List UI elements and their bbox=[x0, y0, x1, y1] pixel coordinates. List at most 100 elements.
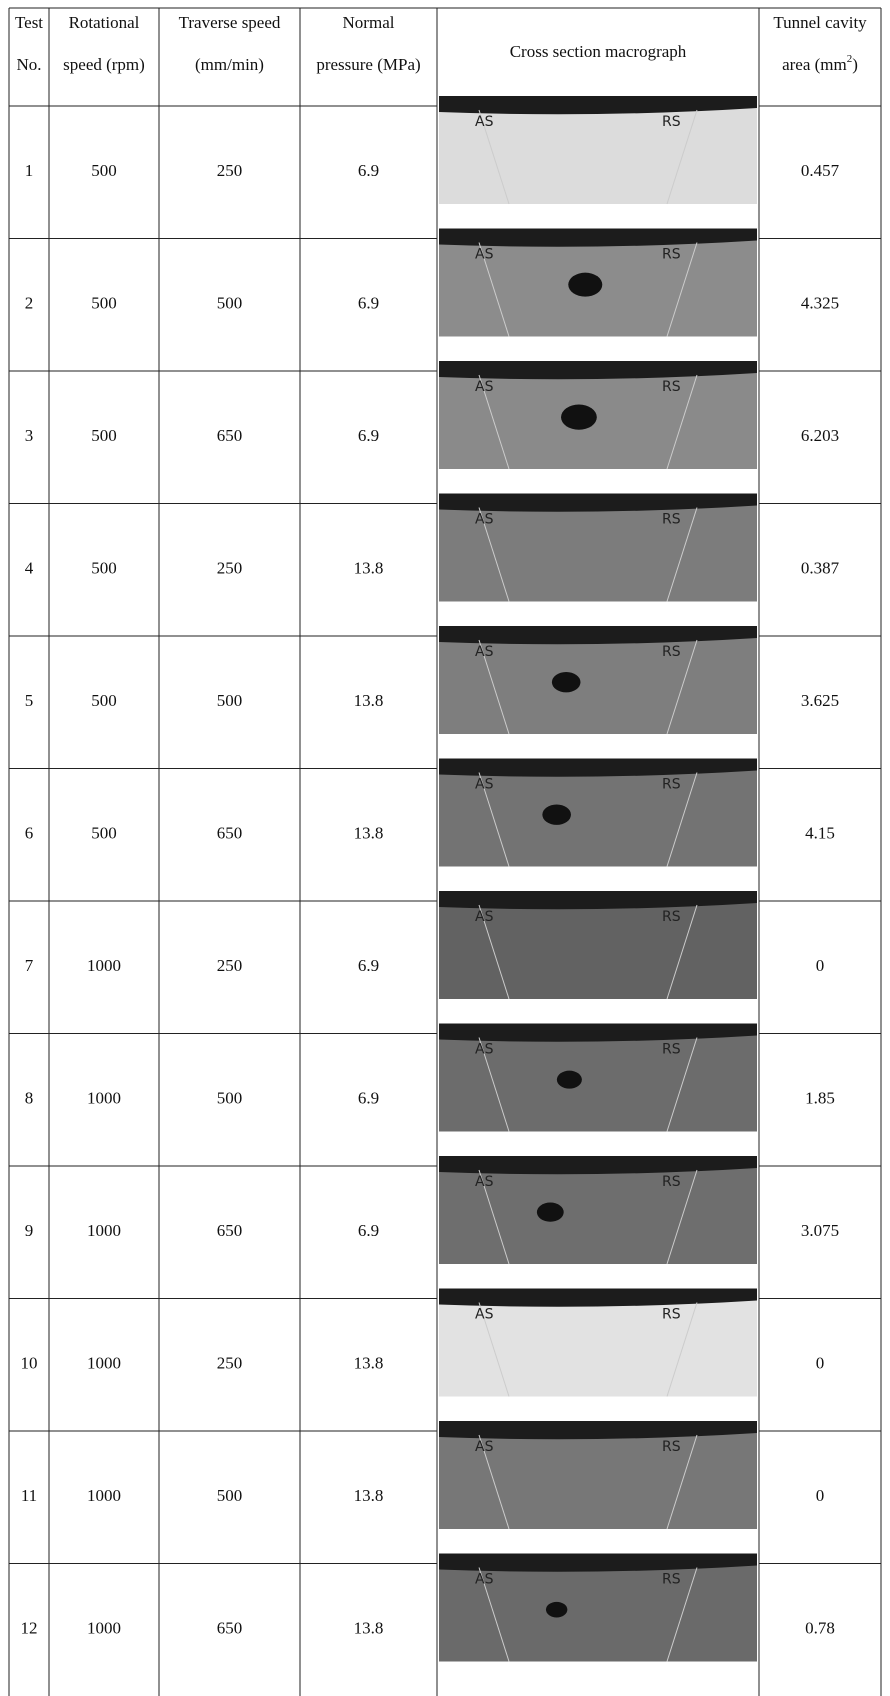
header-line: Tunnel cavity bbox=[773, 13, 867, 32]
macrograph: ASRS bbox=[439, 361, 757, 469]
cavity bbox=[557, 1071, 582, 1089]
header-text: Normal bbox=[343, 13, 395, 32]
cell-text: 0 bbox=[816, 1486, 825, 1505]
as-label: AS bbox=[475, 1572, 494, 1588]
cell-text: 10 bbox=[21, 1354, 38, 1373]
cell-text: 13.8 bbox=[354, 559, 384, 578]
header-text: area (mm2) bbox=[782, 53, 858, 74]
rs-label: RS bbox=[662, 512, 681, 528]
cell-text: 500 bbox=[91, 294, 117, 313]
as-label: AS bbox=[475, 114, 494, 130]
cell-text: 0 bbox=[816, 956, 825, 975]
cell-text: 4.325 bbox=[801, 294, 839, 313]
cell-text: 3.075 bbox=[801, 1221, 839, 1240]
cell-text: 6 bbox=[25, 824, 34, 843]
cell-text: 5 bbox=[25, 691, 34, 710]
rs-label: RS bbox=[662, 1307, 681, 1323]
cell-text: 500 bbox=[91, 691, 117, 710]
cell-text: 3 bbox=[25, 426, 34, 445]
header-text: speed (rpm) bbox=[63, 55, 145, 74]
header-line: Traverse speed bbox=[179, 13, 281, 32]
cell-text: 6.9 bbox=[358, 1221, 379, 1240]
cell-text: 1000 bbox=[87, 1354, 121, 1373]
header-line: (mm/min) bbox=[195, 55, 264, 74]
macrograph: AS RS bbox=[439, 1289, 757, 1397]
cell-text: 250 bbox=[217, 559, 243, 578]
rs-label: RS bbox=[662, 1042, 681, 1058]
cell-text: 1000 bbox=[87, 956, 121, 975]
as-label: AS bbox=[475, 247, 494, 263]
macrograph: AS RS bbox=[439, 96, 757, 204]
macrograph: ASRS bbox=[439, 891, 757, 999]
macrograph: ASRS bbox=[439, 626, 757, 734]
cell-text: 500 bbox=[91, 161, 117, 180]
cell-text: 1000 bbox=[87, 1089, 121, 1108]
cell-text: 650 bbox=[217, 824, 243, 843]
cell-text: 1000 bbox=[87, 1619, 121, 1638]
header-text: Tunnel cavity bbox=[773, 13, 867, 32]
header-line: Cross section macrograph bbox=[510, 42, 687, 61]
header-text: Rotational bbox=[69, 13, 140, 32]
cell-text: 650 bbox=[217, 426, 243, 445]
header-text: (mm/min) bbox=[195, 55, 264, 74]
cell-text: 1000 bbox=[87, 1486, 121, 1505]
cell-text: 1.85 bbox=[805, 1089, 835, 1108]
rs-label: RS bbox=[662, 114, 681, 130]
macrograph: AS RS bbox=[439, 229, 757, 337]
header-line: Normal bbox=[343, 13, 395, 32]
header-text: Cross section macrograph bbox=[510, 42, 687, 61]
table: Test No. Rotational speed (rpm) Traverse spe… bbox=[0, 0, 890, 1696]
cell-text: 13.8 bbox=[354, 691, 384, 710]
rs-label: RS bbox=[662, 1572, 681, 1588]
macrograph: ASRS bbox=[439, 1421, 757, 1529]
cell-text: 13.8 bbox=[354, 1354, 384, 1373]
cell-text: 4.15 bbox=[805, 824, 835, 843]
cavity bbox=[542, 804, 571, 824]
rs-label: RS bbox=[662, 1174, 681, 1190]
header-line: Rotational bbox=[69, 13, 140, 32]
cell-text: 500 bbox=[91, 426, 117, 445]
rs-label: RS bbox=[662, 909, 681, 925]
header-text: pressure (MPa) bbox=[316, 55, 420, 74]
cell-text: 500 bbox=[217, 1089, 243, 1108]
cell-text: 650 bbox=[217, 1221, 243, 1240]
cell-text: 6.9 bbox=[358, 426, 379, 445]
cavity bbox=[537, 1203, 564, 1222]
header-tail: ) bbox=[852, 55, 858, 74]
cell-text: 0 bbox=[816, 1354, 825, 1373]
cell-text: 9 bbox=[25, 1221, 34, 1240]
cell-text: 13.8 bbox=[354, 824, 384, 843]
header-text: Test bbox=[15, 13, 43, 32]
rs-label: RS bbox=[662, 777, 681, 793]
cell-text: 0.387 bbox=[801, 559, 840, 578]
as-label: AS bbox=[475, 379, 494, 395]
cell-text: 500 bbox=[91, 559, 117, 578]
cavity bbox=[552, 672, 581, 692]
cell-text: 0.457 bbox=[801, 161, 840, 180]
cell-text: 6.9 bbox=[358, 1089, 379, 1108]
cavity bbox=[568, 273, 602, 297]
as-label: AS bbox=[475, 777, 494, 793]
cell-text: 650 bbox=[217, 1619, 243, 1638]
cell-text: 1000 bbox=[87, 1221, 121, 1240]
macrograph: AS RS bbox=[439, 759, 757, 867]
cell-text: 250 bbox=[217, 1354, 243, 1373]
cell-text: 0.78 bbox=[805, 1619, 835, 1638]
cell-text: 500 bbox=[217, 294, 243, 313]
cell-text: 3.625 bbox=[801, 691, 839, 710]
cell-text: 500 bbox=[217, 1486, 243, 1505]
cell-text: 13.8 bbox=[354, 1486, 384, 1505]
header-text: No. bbox=[16, 55, 41, 74]
rs-label: RS bbox=[662, 247, 681, 263]
cell-text: 6.9 bbox=[358, 956, 379, 975]
cell-text: 250 bbox=[217, 956, 243, 975]
macrograph: ASRS bbox=[439, 1024, 757, 1132]
header-line: Test bbox=[15, 13, 43, 32]
cell-text: 13.8 bbox=[354, 1619, 384, 1638]
cell-text: 12 bbox=[21, 1619, 38, 1638]
cell-text: 6.9 bbox=[358, 294, 379, 313]
cell-text: 250 bbox=[217, 161, 243, 180]
as-label: AS bbox=[475, 1307, 494, 1323]
cell-text: 4 bbox=[25, 559, 34, 578]
